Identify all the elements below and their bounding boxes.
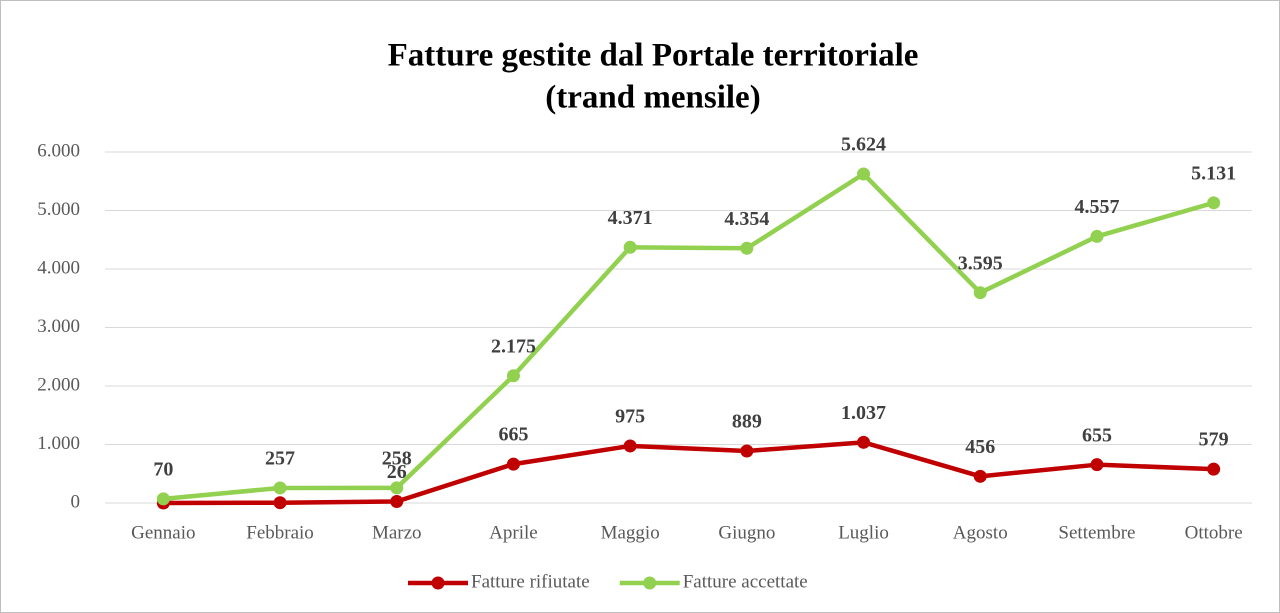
x-tick-label: Ottobre bbox=[1185, 522, 1243, 543]
data-label: 3.595 bbox=[958, 252, 1003, 274]
data-label: 5.131 bbox=[1191, 162, 1236, 184]
data-point bbox=[506, 457, 520, 471]
x-tick-label: Aprile bbox=[489, 522, 538, 543]
data-label: 257 bbox=[265, 448, 295, 470]
data-label: 26 bbox=[387, 461, 407, 483]
data-point bbox=[857, 167, 871, 181]
x-tick-label: Agosto bbox=[953, 522, 1008, 543]
x-tick-label: Gennaio bbox=[131, 522, 195, 543]
y-tick-label: 4.000 bbox=[37, 257, 80, 278]
data-label: 4.557 bbox=[1074, 196, 1119, 218]
data-label: 4.354 bbox=[724, 208, 769, 230]
data-label: 2.175 bbox=[491, 335, 536, 357]
data-point bbox=[390, 481, 404, 495]
chart-title: Fatture gestite dal Portale territoriale bbox=[388, 38, 919, 74]
x-tick-label: Maggio bbox=[601, 522, 660, 543]
data-point bbox=[1207, 462, 1221, 476]
data-point bbox=[740, 444, 754, 458]
series-line bbox=[163, 440, 1214, 506]
data-label: 975 bbox=[615, 406, 645, 428]
data-label: 456 bbox=[965, 436, 995, 458]
data-label: 655 bbox=[1082, 424, 1112, 446]
data-label: 4.371 bbox=[608, 207, 653, 229]
data-point bbox=[973, 286, 987, 300]
data-point bbox=[273, 496, 287, 510]
data-label: 665 bbox=[498, 424, 528, 446]
series-line bbox=[163, 171, 1215, 502]
legend-label: Fatture accettate bbox=[683, 571, 808, 592]
x-tick-label: Marzo bbox=[372, 522, 422, 543]
data-label: 258 bbox=[382, 448, 412, 470]
y-tick-label: 6.000 bbox=[37, 140, 80, 161]
y-tick-label: 3.000 bbox=[37, 316, 80, 337]
data-point bbox=[623, 240, 637, 254]
data-point bbox=[156, 492, 170, 506]
data-label: 5.624 bbox=[841, 134, 886, 156]
y-tick-label: 2.000 bbox=[37, 374, 80, 395]
data-label: 889 bbox=[732, 411, 762, 433]
y-tick-label: 0 bbox=[71, 491, 81, 512]
data-point bbox=[1090, 229, 1104, 243]
legend-marker bbox=[431, 576, 445, 590]
data-point bbox=[1090, 458, 1104, 472]
y-tick-label: 5.000 bbox=[37, 199, 80, 220]
chart-title: (trand mensile) bbox=[545, 80, 760, 116]
data-point bbox=[857, 435, 871, 449]
data-point bbox=[390, 494, 404, 508]
data-point bbox=[1207, 196, 1221, 210]
x-tick-label: Febbraio bbox=[246, 522, 314, 543]
data-label: 1.037 bbox=[841, 402, 886, 424]
data-point bbox=[506, 369, 520, 383]
data-label: 70 bbox=[153, 458, 173, 480]
x-tick-label: Luglio bbox=[838, 522, 889, 543]
x-tick-label: Giugno bbox=[718, 522, 775, 543]
data-point bbox=[973, 469, 987, 483]
x-tick-label: Settembre bbox=[1058, 522, 1135, 543]
y-tick-label: 1.000 bbox=[37, 433, 80, 454]
data-point bbox=[623, 439, 637, 453]
data-point bbox=[273, 481, 287, 495]
data-label: 579 bbox=[1199, 429, 1229, 451]
legend-label: Fatture rifiutate bbox=[471, 571, 590, 592]
legend-marker bbox=[643, 576, 657, 590]
data-point bbox=[740, 241, 754, 255]
